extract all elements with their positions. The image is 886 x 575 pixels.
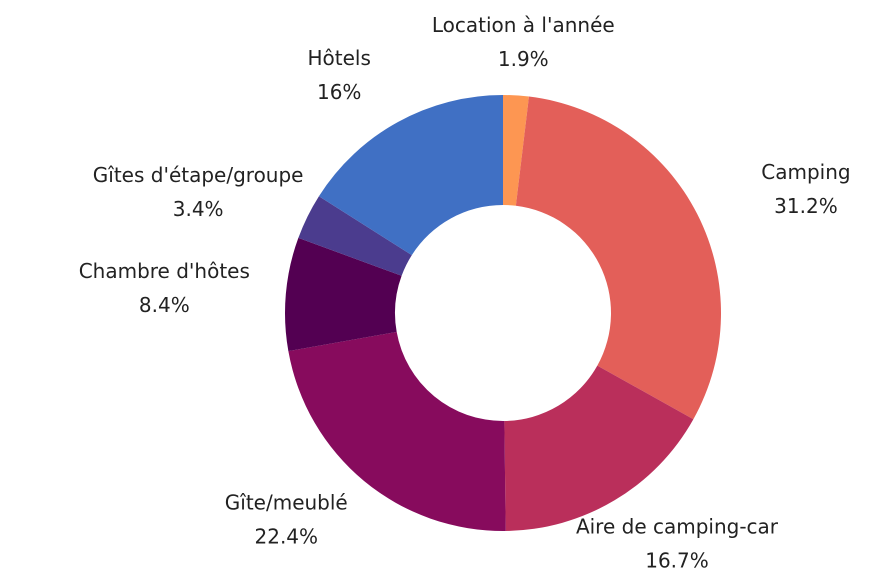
slice-label: Camping: [761, 160, 850, 184]
slice-label: Gîte/meublé: [225, 491, 348, 515]
slice-value: 22.4%: [255, 525, 319, 549]
slice-value: 31.2%: [774, 194, 838, 218]
slice-value: 1.9%: [498, 47, 549, 71]
slice-label: Hôtels: [308, 46, 371, 70]
donut-slice: [298, 196, 412, 276]
slice-label: Location à l'année: [432, 13, 615, 37]
slice-label: Aire de camping-car: [576, 514, 779, 538]
donut-slice: [318, 95, 503, 256]
slice-label: Gîtes d'étape/groupe: [93, 163, 304, 187]
donut-slice: [285, 237, 402, 352]
donut-slice: [504, 365, 694, 531]
slice-label: Chambre d'hôtes: [79, 259, 250, 283]
donut-slice: [515, 96, 721, 420]
donut-slice: [503, 95, 529, 206]
slice-value: 8.4%: [139, 293, 190, 317]
slice-value: 16.7%: [645, 548, 709, 572]
donut-slice: [288, 331, 506, 531]
slice-value: 16%: [317, 80, 361, 104]
slice-value: 3.4%: [173, 197, 224, 221]
